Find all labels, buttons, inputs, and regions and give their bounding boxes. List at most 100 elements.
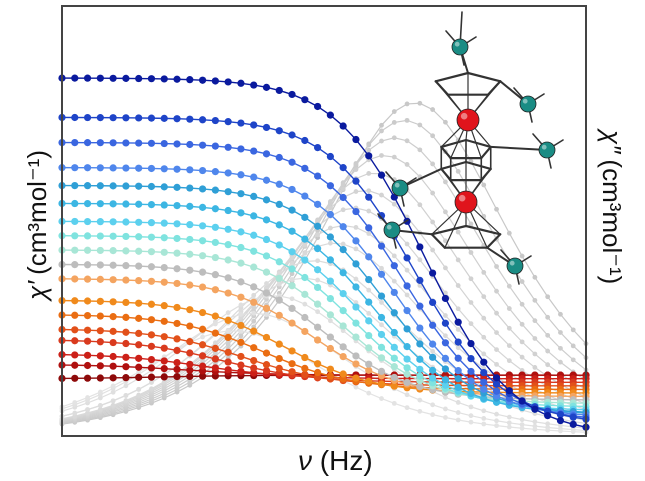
- imaginary-data-point: [455, 283, 461, 288]
- imaginary-data-point: [379, 322, 384, 328]
- real-data-point: [454, 367, 462, 375]
- imaginary-data-point: [404, 405, 410, 411]
- real-data-point: [71, 246, 79, 254]
- real-data-point: [339, 122, 347, 130]
- metal-atom-highlight: [458, 194, 466, 202]
- real-data-point: [173, 234, 181, 243]
- real-data-point: [326, 182, 334, 190]
- imaginary-data-point: [110, 402, 116, 408]
- silicon-atom: [451, 38, 469, 56]
- real-data-point: [288, 319, 296, 327]
- real-data-point: [314, 368, 322, 377]
- real-data-point: [480, 358, 488, 366]
- real-data-point: [211, 223, 219, 231]
- imaginary-data-point: [327, 200, 333, 206]
- imaginary-data-point: [289, 277, 295, 282]
- real-data-point: [96, 374, 104, 382]
- real-data-point: [122, 298, 130, 307]
- imaginary-data-point: [97, 389, 103, 395]
- imaginary-data-point: [200, 334, 205, 340]
- imaginary-data-point: [545, 314, 551, 320]
- real-data-point: [492, 374, 501, 382]
- real-data-point: [109, 338, 117, 347]
- real-data-point: [365, 298, 373, 306]
- imaginary-data-point: [85, 395, 90, 400]
- real-data-point: [339, 193, 347, 202]
- imaginary-data-point: [455, 257, 461, 263]
- real-data-point: [352, 283, 360, 291]
- bond: [480, 145, 492, 160]
- real-data-point: [198, 166, 207, 175]
- real-data-point: [96, 164, 104, 172]
- real-data-point: [301, 136, 309, 145]
- real-data-point: [365, 344, 373, 352]
- real-data-point: [71, 164, 79, 172]
- real-data-point: [454, 354, 462, 362]
- real-data-point: [160, 139, 168, 148]
- real-data-point: [135, 74, 143, 83]
- real-data-point: [237, 367, 245, 375]
- real-data-point: [198, 325, 207, 333]
- real-data-point: [237, 145, 245, 153]
- real-data-point: [531, 405, 539, 413]
- imaginary-data-point: [315, 309, 321, 315]
- real-data-point: [365, 224, 373, 232]
- real-data-point: [173, 165, 181, 173]
- imaginary-data-point: [468, 300, 474, 305]
- real-data-point: [211, 142, 219, 150]
- real-data-point: [326, 294, 334, 303]
- real-data-point: [262, 150, 271, 158]
- real-data-point: [211, 329, 219, 337]
- molecular-structure-inset: [377, 11, 564, 285]
- imaginary-data-point: [404, 101, 410, 107]
- imaginary-data-point: [327, 225, 333, 231]
- real-data-point: [314, 266, 322, 274]
- real-data-point: [262, 349, 271, 357]
- imaginary-data-point: [443, 313, 448, 318]
- real-data-point: [173, 335, 181, 343]
- real-data-point: [326, 210, 334, 219]
- imaginary-data-point: [417, 100, 423, 106]
- real-data-point: [275, 241, 283, 249]
- imaginary-data-point: [391, 109, 397, 114]
- real-data-point: [122, 139, 130, 147]
- real-data-point: [441, 381, 450, 389]
- real-data-point: [109, 362, 117, 370]
- real-data-point: [237, 190, 245, 198]
- imaginary-data-point: [404, 138, 410, 144]
- imaginary-data-point: [404, 267, 410, 273]
- real-data-point: [301, 235, 309, 243]
- real-data-point: [83, 164, 92, 172]
- real-data-point: [147, 300, 156, 308]
- real-data-point: [314, 172, 322, 180]
- real-data-point: [198, 116, 207, 124]
- bond: [440, 138, 468, 149]
- imaginary-data-point: [506, 414, 512, 420]
- real-data-point: [160, 357, 168, 365]
- real-data-point: [96, 352, 104, 360]
- real-data-point: [96, 114, 104, 122]
- bond: [486, 233, 502, 249]
- real-data-point: [83, 139, 92, 147]
- real-data-point: [288, 282, 296, 290]
- real-data-point: [71, 74, 79, 82]
- imaginary-data-point: [251, 310, 257, 316]
- real-data-point: [326, 365, 334, 373]
- real-data-point: [109, 247, 117, 255]
- real-data-point: [173, 319, 181, 328]
- silicon-atom-highlight: [394, 182, 400, 188]
- bond: [489, 145, 548, 151]
- real-data-point: [441, 319, 450, 327]
- imaginary-data-point: [455, 327, 461, 332]
- real-data-point: [224, 289, 232, 297]
- real-data-point: [262, 83, 271, 91]
- real-data-point: [365, 275, 373, 284]
- real-data-point: [173, 365, 181, 374]
- imaginary-data-point: [417, 147, 423, 153]
- real-data-point: [122, 74, 130, 82]
- real-data-point: [96, 297, 104, 305]
- real-data-point: [173, 279, 181, 288]
- imaginary-data-point: [353, 224, 359, 230]
- real-data-point: [122, 313, 130, 321]
- real-data-point: [224, 188, 232, 196]
